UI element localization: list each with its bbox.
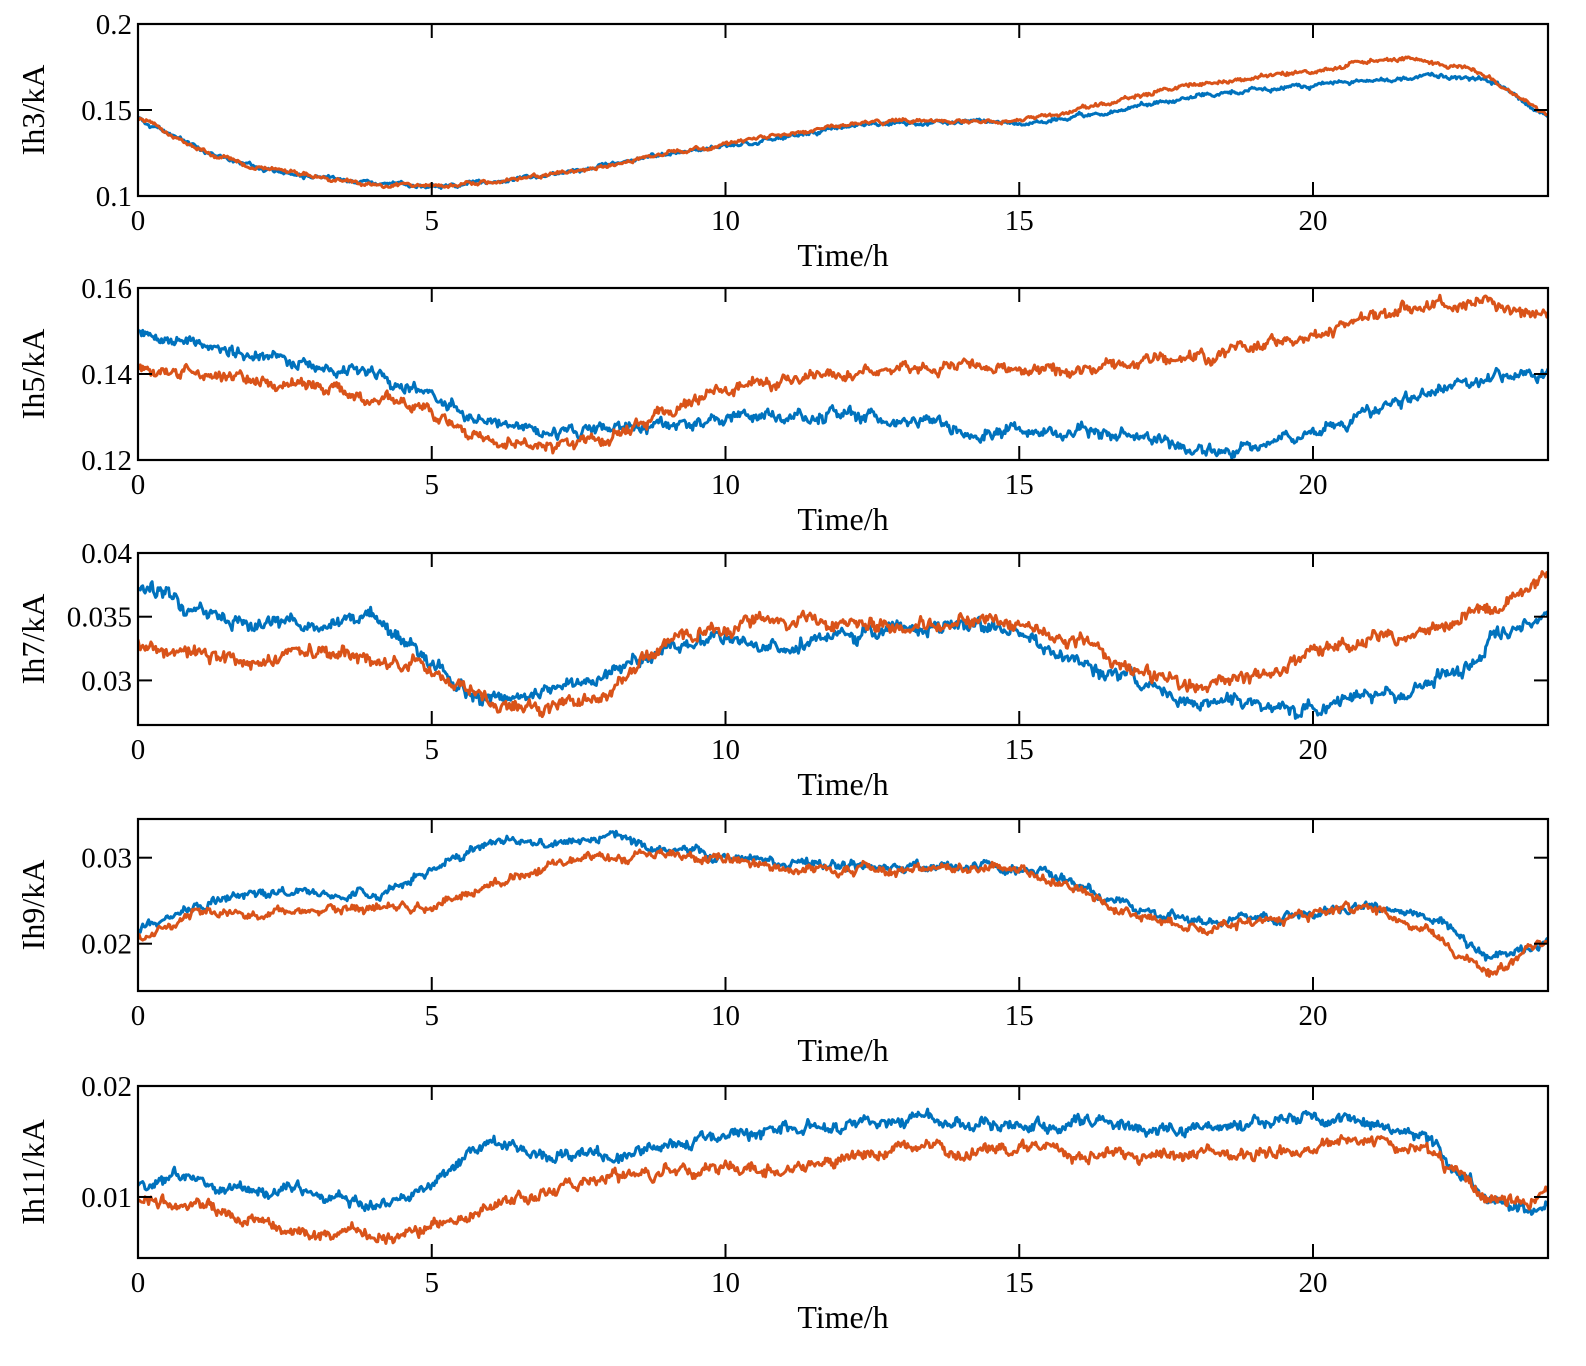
line-series-orange — [138, 570, 1548, 719]
subplot-3: 0 5 10 15 20 0.03 0.035 0.04 Time/h Ih7/kA — [15, 538, 1550, 802]
x-axis-title: Time/h — [797, 1299, 888, 1335]
x-tick-label: 20 — [1299, 734, 1328, 766]
x-tick-label: 10 — [711, 469, 740, 501]
line-series-blue — [138, 829, 1548, 962]
x-tick-label: 0 — [131, 734, 146, 766]
subplot-1: 0 5 10 15 20 0.1 0.15 0.2 Time/h Ih3/kA — [15, 9, 1550, 273]
subplot-5: 0 5 10 15 20 0.01 0.02 Time/h Ih11/kA — [15, 1071, 1550, 1335]
subplot-2: 0 5 10 15 20 0.12 0.14 0.16 Time/h Ih5/kA — [15, 273, 1550, 537]
y-tick-label: 0.03 — [81, 843, 132, 875]
x-axis-title: Time/h — [797, 1032, 888, 1068]
x-tick-label: 0 — [131, 469, 146, 501]
y-tick-label: 0.12 — [81, 445, 132, 477]
line-series-orange — [138, 1134, 1548, 1245]
line-series-orange — [138, 293, 1548, 455]
line-series-blue — [138, 328, 1548, 460]
x-tick-label: 0 — [131, 1267, 146, 1299]
y-tick-label: 0.1 — [96, 181, 132, 213]
x-tick-label: 20 — [1299, 205, 1328, 237]
x-tick-label: 20 — [1299, 469, 1328, 501]
y-axis-title: Ih3/kA — [15, 65, 51, 156]
plot-area — [138, 553, 1548, 725]
plot-area — [138, 24, 1548, 196]
y-tick-label: 0.14 — [81, 359, 132, 391]
line-series-orange — [138, 55, 1548, 190]
x-tick-label: 10 — [711, 1000, 740, 1032]
x-tick-label: 5 — [425, 205, 440, 237]
x-tick-label: 15 — [1005, 734, 1034, 766]
x-tick-label: 15 — [1005, 469, 1034, 501]
line-series-orange — [138, 848, 1548, 978]
x-axis-title: Time/h — [797, 237, 888, 273]
x-tick-label: 20 — [1299, 1267, 1328, 1299]
y-tick-label: 0.2 — [96, 9, 132, 41]
plot-area — [138, 288, 1548, 460]
x-tick-label: 20 — [1299, 1000, 1328, 1032]
y-tick-label: 0.035 — [67, 602, 132, 634]
x-axis-title: Time/h — [797, 766, 888, 802]
x-axis-title: Time/h — [797, 501, 888, 537]
y-axis-title: Ih9/kA — [15, 860, 51, 951]
x-tick-label: 10 — [711, 1267, 740, 1299]
y-tick-label: 0.04 — [81, 538, 132, 570]
y-tick-label: 0.01 — [81, 1182, 132, 1214]
x-tick-label: 5 — [425, 469, 440, 501]
x-tick-label: 10 — [711, 205, 740, 237]
axes-frame — [136, 817, 1550, 993]
axes-frame — [136, 551, 1550, 727]
x-tick-label: 0 — [131, 1000, 146, 1032]
y-tick-label: 0.02 — [81, 1071, 132, 1103]
y-axis-title: Ih11/kA — [15, 1119, 51, 1224]
x-tick-label: 15 — [1005, 205, 1034, 237]
x-tick-label: 5 — [425, 734, 440, 766]
y-axis-title: Ih5/kA — [15, 329, 51, 420]
line-series-blue — [138, 1107, 1548, 1216]
axes-frame — [136, 1084, 1550, 1260]
y-tick-label: 0.15 — [81, 95, 132, 127]
y-axis-title: Ih7/kA — [15, 594, 51, 685]
y-tick-label: 0.02 — [81, 929, 132, 961]
x-tick-label: 5 — [425, 1267, 440, 1299]
subplot-4: 0 5 10 15 20 0.02 0.03 Time/h Ih9/kA — [15, 817, 1550, 1068]
line-series-blue — [138, 580, 1548, 720]
x-tick-label: 0 — [131, 205, 146, 237]
y-tick-label: 0.16 — [81, 273, 132, 305]
x-tick-label: 15 — [1005, 1000, 1034, 1032]
x-tick-label: 5 — [425, 1000, 440, 1032]
x-tick-label: 10 — [711, 734, 740, 766]
plot-area — [138, 1086, 1548, 1258]
y-tick-label: 0.03 — [81, 665, 132, 697]
x-tick-label: 15 — [1005, 1267, 1034, 1299]
